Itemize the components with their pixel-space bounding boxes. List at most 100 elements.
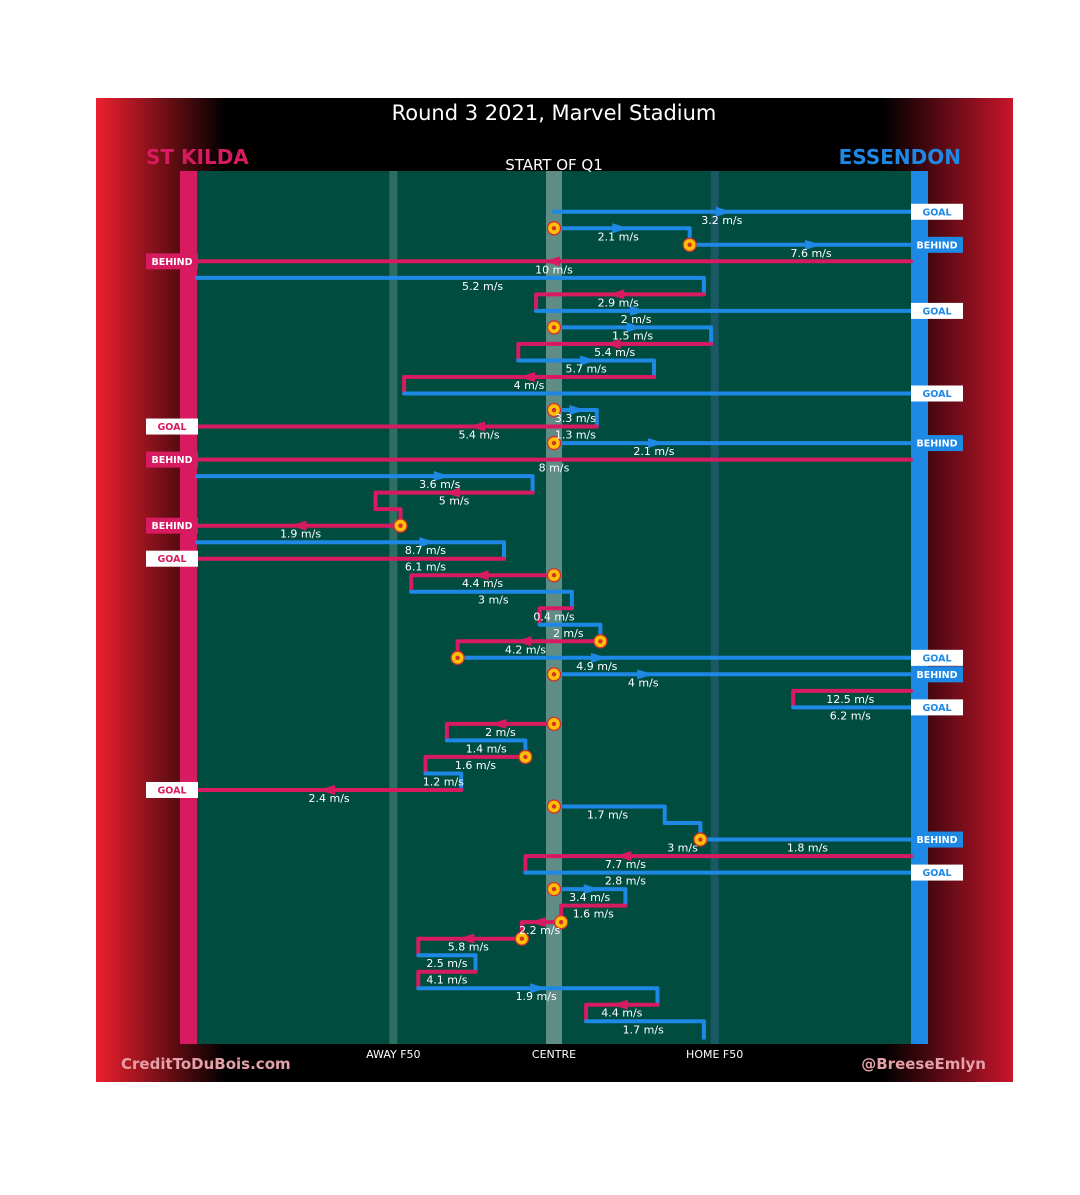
speed-label: 3.6 m/s: [419, 478, 460, 491]
speed-label: 2.4 m/s: [309, 792, 350, 805]
score-badge: [911, 699, 963, 716]
chain-path: [516, 341, 714, 363]
stoppage-marker-dot: [519, 936, 525, 941]
speed-label: 4.2 m/s: [505, 643, 546, 656]
score-badge: [911, 203, 963, 220]
chain-path: [534, 292, 706, 313]
speed-label: 2.8 m/s: [605, 875, 646, 888]
left-goal-line: [180, 171, 197, 1044]
chain-path: [195, 474, 535, 495]
chain-path: [416, 953, 478, 974]
chain-path: [552, 804, 913, 842]
speed-label: 6.1 m/s: [405, 561, 446, 574]
score-badge: [911, 236, 963, 253]
score-badge-label: BEHIND: [916, 240, 957, 251]
score-badge: [146, 418, 198, 435]
chain-arrow: [290, 520, 307, 531]
score-badge-label: BEHIND: [151, 257, 192, 268]
chain-arrow: [458, 933, 475, 944]
score-badge-label: BEHIND: [916, 670, 957, 681]
chain-path: [584, 1002, 660, 1024]
chain-arrow: [630, 305, 647, 316]
score-badge-label: BEHIND: [916, 439, 957, 450]
stoppage-marker-dot: [551, 407, 557, 413]
speed-label: 3.2 m/s: [701, 214, 742, 227]
chain-arrow: [544, 256, 560, 267]
chain-arrow: [419, 537, 436, 548]
score-badge: [911, 385, 963, 402]
chain-arrow: [604, 338, 621, 349]
score-badge: [911, 666, 963, 683]
speed-label: 2.1 m/s: [598, 230, 639, 243]
speed-label: 2.1 m/s: [633, 445, 674, 458]
chain-arrow: [615, 851, 632, 862]
speed-label: 2 m/s: [485, 726, 516, 739]
chain-arrow: [490, 718, 507, 729]
chain-path: [195, 275, 706, 297]
chain-arrow: [626, 322, 643, 333]
score-badge-label: GOAL: [922, 653, 951, 664]
score-badge: [911, 649, 963, 666]
chain-path: [373, 490, 535, 528]
speed-label: 2 m/s: [553, 627, 584, 640]
chain-arrow: [611, 999, 628, 1010]
stoppage-marker-dot: [398, 523, 403, 528]
speed-label: 0.4 m/s: [533, 610, 574, 623]
chain-path: [423, 771, 464, 792]
stoppage-marker-dot: [551, 440, 557, 446]
chain-arrow: [519, 371, 536, 382]
stoppage-marker-dot: [558, 919, 564, 925]
speed-label: 4 m/s: [514, 379, 545, 392]
stoppage-marker-dot: [551, 325, 557, 330]
stoppage-marker-dot: [698, 837, 703, 842]
chain-path: [552, 408, 599, 429]
speed-label: 5.2 m/s: [462, 280, 503, 293]
speed-label: 1.2 m/s: [423, 775, 464, 788]
speed-label: 2.2 m/s: [519, 924, 560, 937]
chain-path: [195, 540, 506, 561]
speed-label: 5 m/s: [439, 495, 470, 508]
score-badge: [146, 253, 198, 270]
score-badge-label: GOAL: [157, 785, 186, 796]
speed-label: 3.4 m/s: [569, 891, 610, 904]
chain-arrow: [590, 652, 607, 663]
stoppage-marker-dot: [523, 754, 528, 760]
score-badge-label: GOAL: [157, 422, 186, 433]
chain-path: [416, 936, 524, 958]
chain-path: [416, 986, 660, 1007]
score-badge: [146, 781, 198, 798]
chain-path: [791, 688, 913, 710]
stoppage-marker-dot: [455, 655, 460, 661]
chain-arrow: [433, 471, 450, 482]
chart-title: Round 3 2021, Marvel Stadium: [392, 101, 717, 125]
score-badge: [911, 831, 963, 848]
x-axis-label: AWAY F50: [366, 1048, 420, 1061]
chain-path: [409, 589, 574, 611]
speed-label: 1.3 m/s: [555, 429, 596, 442]
speed-label: 5.7 m/s: [566, 362, 607, 375]
score-badge: [146, 517, 198, 534]
score-badge: [146, 550, 198, 567]
speed-label: 7.7 m/s: [605, 858, 646, 871]
stoppage-marker-dot: [551, 573, 557, 578]
chain-arrow: [637, 669, 654, 680]
score-badge-label: GOAL: [157, 554, 186, 565]
chain-arrow: [805, 239, 822, 250]
chain-path: [523, 854, 913, 875]
chain-path: [537, 606, 574, 627]
speed-label: 1.9 m/s: [516, 990, 557, 1003]
chain-path: [552, 887, 628, 908]
chart-subtitle: START OF Q1: [505, 156, 603, 174]
speed-label: 1.4 m/s: [466, 742, 507, 755]
score-badge-label: GOAL: [922, 703, 951, 714]
chain-arrow: [319, 784, 336, 795]
score-badge-label: GOAL: [922, 207, 951, 218]
chain-path: [402, 375, 656, 396]
chain-path: [409, 573, 556, 594]
chain-path: [584, 1019, 706, 1040]
speed-label: 8 m/s: [539, 462, 570, 475]
chain-path: [516, 358, 656, 379]
score-badge-label: GOAL: [922, 389, 951, 400]
speed-label: 1.6 m/s: [573, 908, 614, 921]
stoppage-marker-dot: [551, 226, 557, 231]
